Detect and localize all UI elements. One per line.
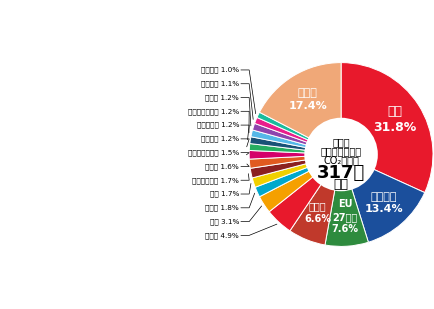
Text: インド
6.6%: インド 6.6% (304, 201, 331, 224)
Circle shape (304, 118, 378, 191)
Wedge shape (290, 154, 341, 245)
Text: 中国
31.8%: 中国 31.8% (374, 105, 417, 134)
Wedge shape (251, 130, 341, 154)
Text: エネルギー起源: エネルギー起源 (321, 146, 362, 156)
Text: 世界の: 世界の (332, 138, 350, 148)
Wedge shape (250, 154, 341, 178)
Text: インドネシア 1.7%: インドネシア 1.7% (192, 177, 239, 184)
Text: 317億: 317億 (317, 164, 365, 182)
Wedge shape (249, 154, 341, 168)
Wedge shape (260, 63, 341, 154)
Wedge shape (250, 137, 341, 154)
Text: アメリカ
13.4%: アメリカ 13.4% (364, 192, 403, 214)
Text: ロシア 4.9%: ロシア 4.9% (205, 232, 239, 239)
Wedge shape (252, 154, 341, 187)
Text: その他
17.4%: その他 17.4% (288, 88, 327, 111)
Text: イギリス 1.0%: イギリス 1.0% (201, 67, 239, 73)
Wedge shape (269, 154, 341, 231)
Text: オーストラリア 1.2%: オーストラリア 1.2% (188, 108, 239, 115)
Text: メキシコ 1.1%: メキシコ 1.1% (201, 80, 239, 87)
Text: イラン 1.8%: イラン 1.8% (205, 205, 239, 211)
Text: サウジアラビア 1.5%: サウジアラビア 1.5% (188, 149, 239, 156)
Wedge shape (341, 63, 433, 193)
Text: ブラジル 1.2%: ブラジル 1.2% (201, 136, 239, 142)
Wedge shape (260, 154, 341, 212)
Text: トン: トン (334, 178, 349, 191)
Text: CO₂排出量: CO₂排出量 (323, 155, 359, 165)
Wedge shape (325, 154, 368, 246)
Wedge shape (253, 123, 341, 154)
Text: 韓国 1.7%: 韓国 1.7% (210, 191, 239, 197)
Wedge shape (255, 117, 341, 154)
Text: EU
27カ国
7.6%: EU 27カ国 7.6% (332, 200, 358, 234)
Wedge shape (249, 150, 341, 159)
Wedge shape (249, 144, 341, 154)
Text: カナダ 1.6%: カナダ 1.6% (205, 163, 239, 170)
Text: 日本 3.1%: 日本 3.1% (210, 218, 239, 225)
Wedge shape (341, 154, 425, 242)
Wedge shape (257, 112, 341, 154)
Text: トルコ 1.2%: トルコ 1.2% (205, 94, 239, 101)
Text: 南アフリカ 1.2%: 南アフリカ 1.2% (197, 122, 239, 129)
Wedge shape (255, 154, 341, 197)
